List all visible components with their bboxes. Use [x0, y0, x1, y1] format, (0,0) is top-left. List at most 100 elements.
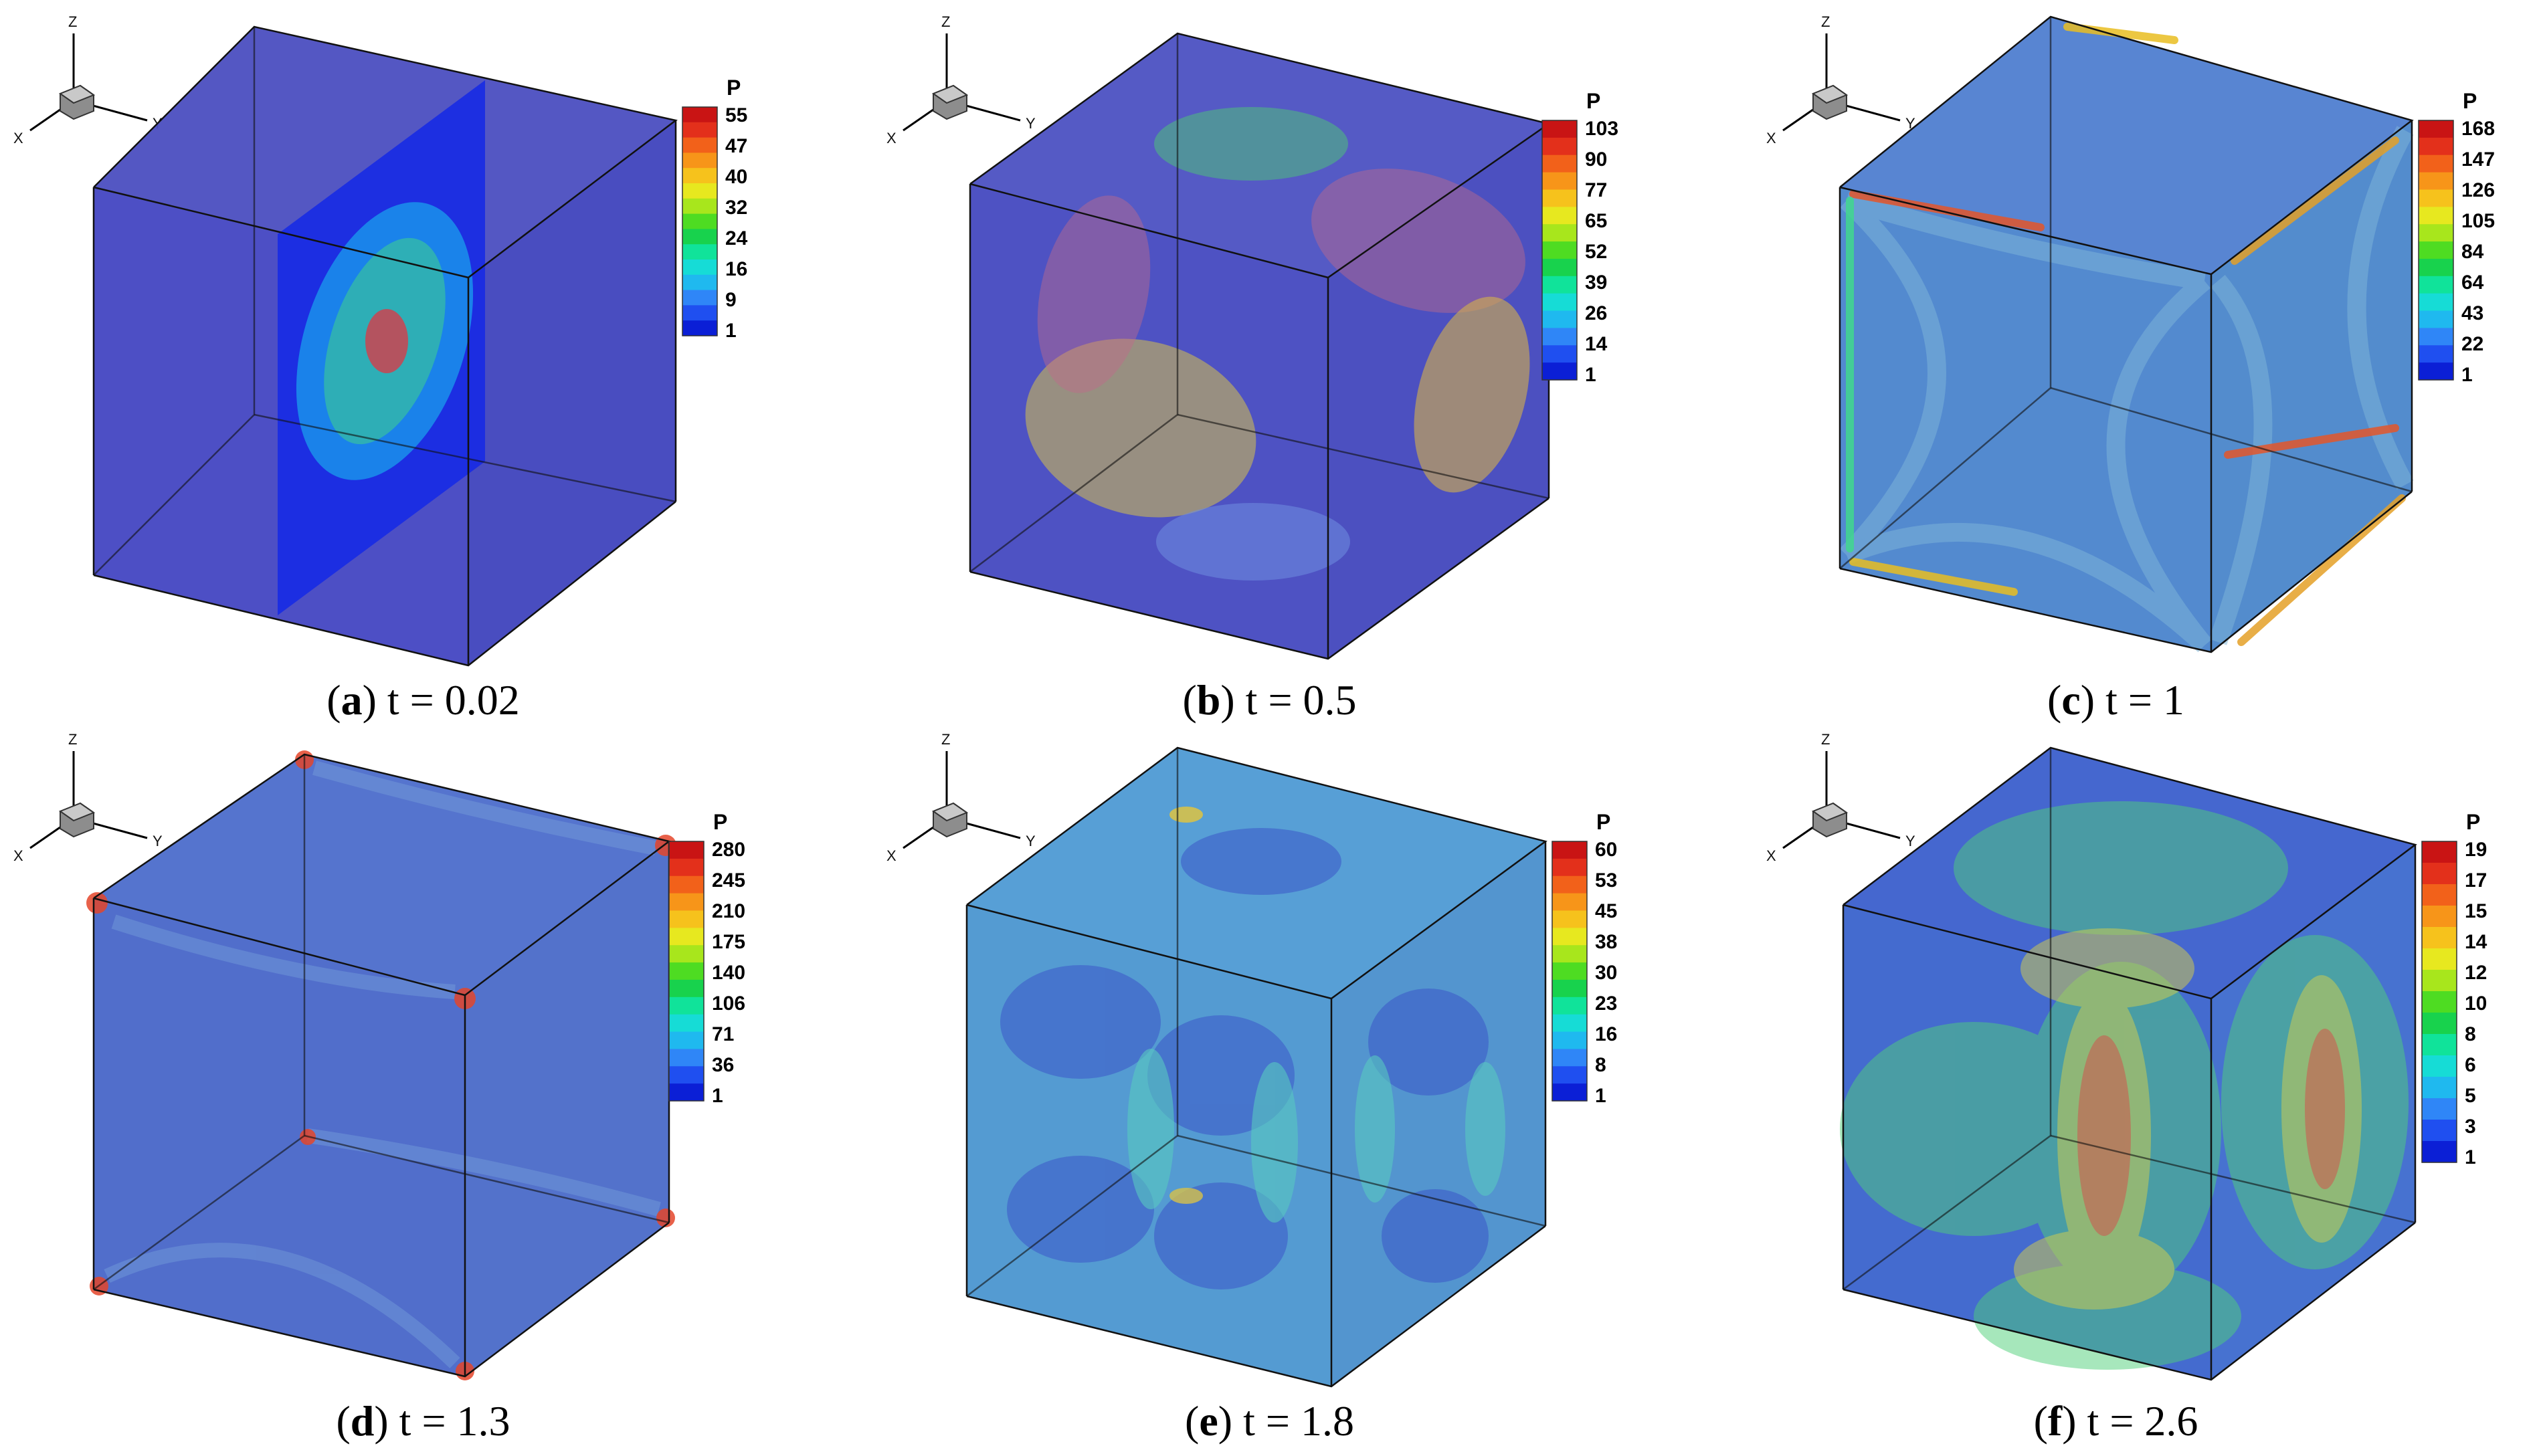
legend-color-swatch [2419, 154, 2453, 173]
legend: P 55 47 40 32 24 16 9 1 [682, 76, 748, 342]
legend-title: P [727, 76, 741, 100]
legend-color-swatch [1542, 328, 1577, 346]
x-axis-label: X [1766, 130, 1776, 146]
legend-color-swatch [1542, 172, 1577, 191]
legend-tick-label: 103 [1585, 118, 1618, 140]
cube [965, 746, 1547, 1388]
legend-tick-label: 32 [725, 197, 747, 219]
legend-color-swatch [669, 945, 704, 963]
legend-tick-label: 147 [2461, 148, 2495, 171]
cube-side-face [465, 841, 669, 1376]
cube-top-face [94, 27, 676, 278]
z-axis-label: Z [1821, 13, 1830, 30]
x-axis-label: X [13, 130, 23, 146]
legend-tick-label: 38 [1595, 931, 1617, 953]
legend-color-swatch [669, 1066, 704, 1084]
z-axis-label: Z [1821, 731, 1830, 748]
x-axis-label: X [886, 130, 897, 146]
legend-tick-label: 12 [2465, 962, 2487, 984]
legend-color-swatch [682, 107, 717, 123]
panel-c: Z Y X [1693, 0, 2539, 728]
legend-color-swatch [1552, 945, 1587, 963]
legend-color-swatch [1552, 1014, 1587, 1033]
legend-color-swatch [2422, 948, 2457, 970]
cube-edges [1839, 15, 2414, 653]
legend-color-swatch [669, 997, 704, 1015]
legend-color-swatch [2422, 884, 2457, 906]
pressure-peak [1169, 1188, 1203, 1204]
pressure-ridges [1846, 23, 2406, 646]
legend: P 60 53 45 38 30 23 16 8 1 [1551, 810, 1617, 1107]
legend-tick-label: 15 [2465, 900, 2487, 922]
legend-tick-label: 16 [1595, 1023, 1617, 1045]
x-axis-label: X [13, 847, 23, 864]
legend-frame [1551, 841, 1588, 1102]
legend-color-swatch [2419, 120, 2453, 138]
legend-color-swatch [669, 841, 704, 859]
legend-color-swatch [2422, 1120, 2457, 1142]
legend-color-swatch [669, 875, 704, 894]
legend-color-swatch [1552, 1066, 1587, 1084]
legend-color-swatch [2419, 258, 2453, 277]
legend-color-swatch [2419, 362, 2453, 381]
legend-color-swatch [2419, 293, 2453, 312]
legend-tick-label: 22 [2461, 333, 2483, 355]
legend-color-swatch [682, 259, 717, 276]
legend-tick-label: 23 [1595, 993, 1617, 1015]
panel-d-plot: Z Y X [13, 731, 745, 1380]
legend-color-swatch [2422, 863, 2457, 885]
legend-tick-label: 1 [2461, 364, 2473, 386]
axis-triad: Z Y X [886, 13, 1036, 146]
y-axis-label: Y [153, 833, 163, 849]
legend-color-swatch [2419, 207, 2453, 225]
legend-color-swatch [1542, 362, 1577, 381]
legend-tick-label: 106 [712, 993, 745, 1015]
legend-color-swatch [2422, 1098, 2457, 1120]
legend-title: P [2466, 810, 2480, 834]
x-axis-label: X [1766, 847, 1776, 864]
pressure-blob [1156, 503, 1350, 581]
legend-tick-label: 52 [1585, 241, 1607, 263]
y-axis-label: Y [1905, 833, 1915, 849]
legend-color-swatch [2422, 991, 2457, 1013]
panel-f: Z Y X [1693, 728, 2539, 1455]
axis-triad: Z Y X [886, 731, 1036, 864]
legend-color-swatch [669, 928, 704, 946]
cube-side-face [468, 120, 676, 665]
legend-color-swatch [669, 1049, 704, 1067]
legend-color-swatch [1552, 875, 1587, 894]
legend-color-swatch [682, 229, 717, 245]
legend-tick-label: 19 [2465, 839, 2487, 861]
legend-tick-label: 126 [2461, 179, 2495, 201]
legend-color-swatch [1542, 310, 1577, 328]
panel-c-caption: (c) t = 1 [2047, 676, 2184, 724]
legend-tick-label: 8 [1595, 1054, 1606, 1076]
legend-color-swatch [669, 893, 704, 912]
legend-color-swatch [1542, 120, 1577, 138]
legend-tick-label: 1 [2465, 1146, 2476, 1168]
legend-tick-label: 10 [2465, 993, 2487, 1015]
panel-f-caption: (f) t = 2.6 [2033, 1397, 2198, 1445]
cube [969, 32, 1551, 660]
legend-tick-label: 3 [2465, 1116, 2476, 1138]
legend: P 19 17 15 14 12 10 8 6 5 3 1 [2421, 810, 2487, 1168]
legend-tick-label: 45 [1595, 900, 1617, 922]
axis-triad: Z Y X [13, 13, 163, 146]
legend-tick-label: 17 [2465, 869, 2487, 892]
legend-color-swatch [1542, 189, 1577, 207]
legend-tick-label: 9 [725, 289, 737, 311]
legend-color-swatch [682, 183, 717, 199]
legend-color-swatch [2422, 906, 2457, 928]
legend-title: P [1586, 89, 1600, 113]
legend-color-swatch [1542, 293, 1577, 312]
legend-title: P [2463, 89, 2477, 113]
legend-tick-label: 1 [712, 1085, 723, 1107]
panel-e-plot: Z Y X [886, 731, 1617, 1388]
panel-b-caption: (b) t = 0.5 [1182, 676, 1357, 724]
legend-frame [2421, 841, 2457, 1163]
legend-color-swatch [669, 1014, 704, 1033]
legend-tick-label: 245 [712, 869, 745, 892]
legend-color-swatch [1542, 207, 1577, 225]
legend-color-swatch [2419, 137, 2453, 156]
legend-tick-label: 71 [712, 1023, 734, 1045]
